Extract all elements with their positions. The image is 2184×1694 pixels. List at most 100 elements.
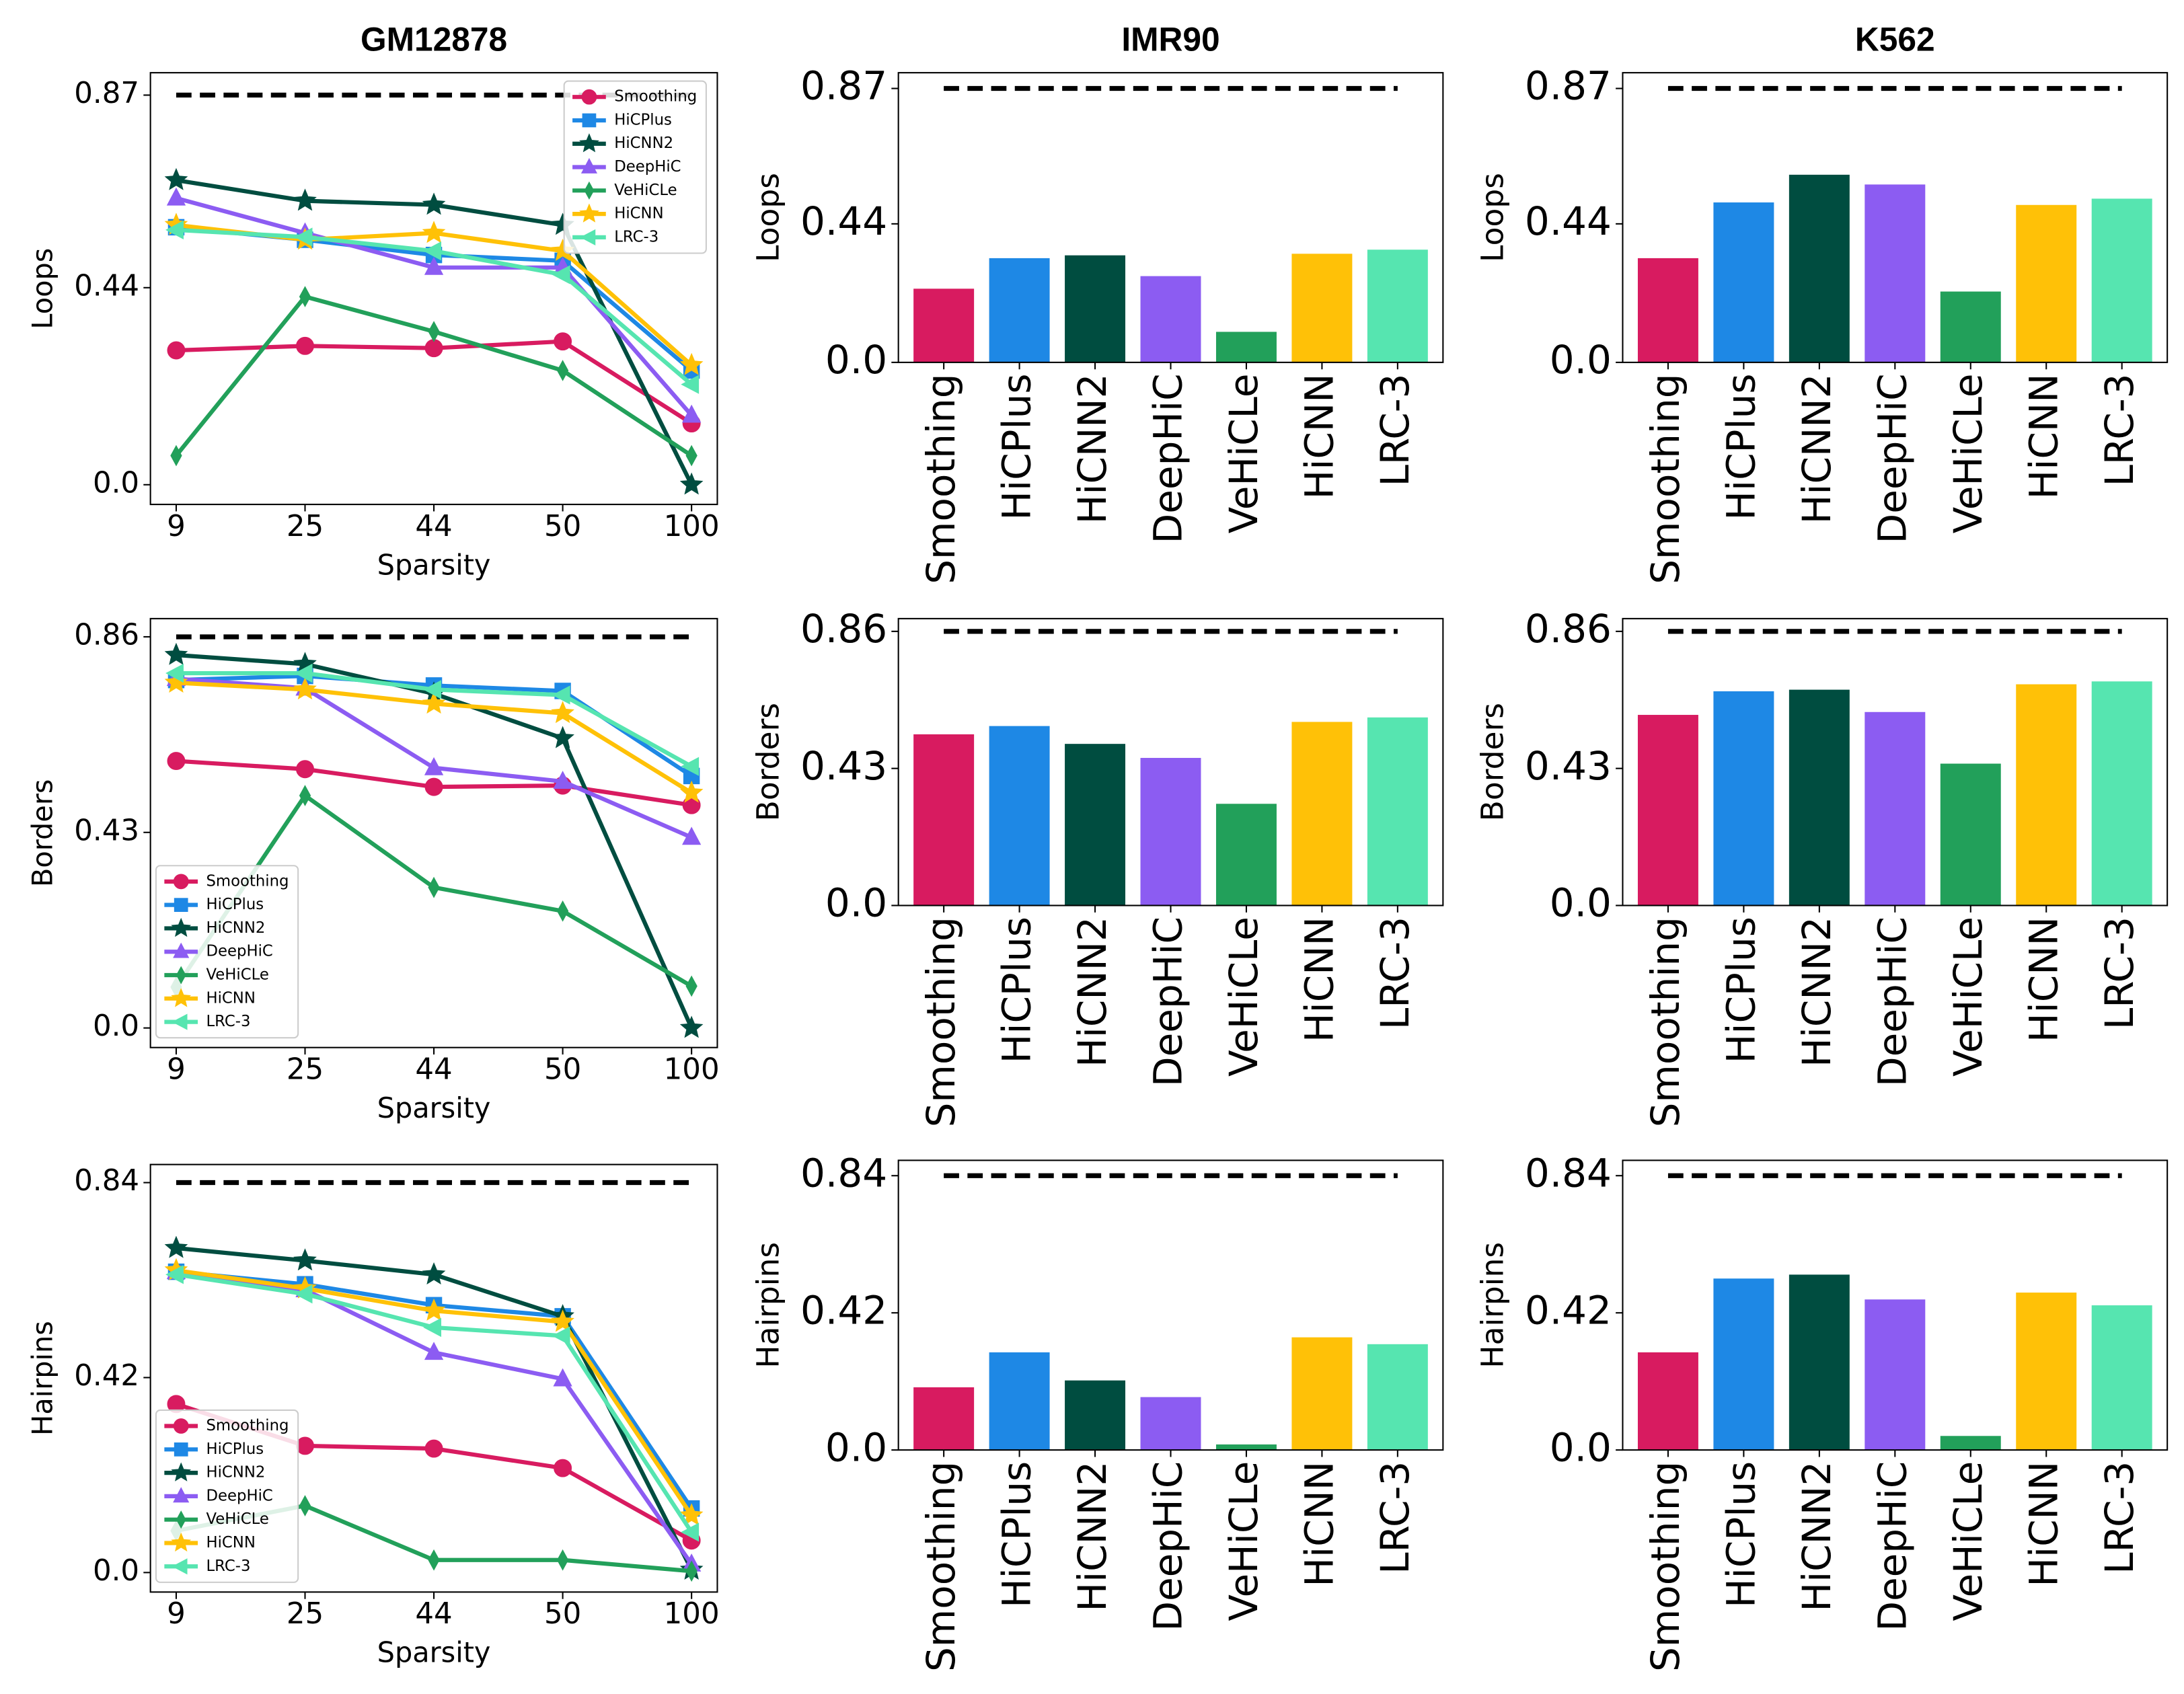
bar bbox=[1367, 717, 1428, 906]
marker bbox=[173, 1418, 189, 1434]
chart-panel: 0.0 0.43 0.86 Borders Smoothing HiCPlus HiCNN2… bbox=[751, 606, 1444, 1127]
legend-label: VeHiCLe bbox=[614, 182, 677, 199]
x-tick-label: HiCNN bbox=[2021, 1461, 2066, 1587]
marker bbox=[293, 188, 317, 211]
marker bbox=[424, 757, 444, 775]
axes-frame bbox=[149, 1163, 718, 1593]
bar bbox=[1713, 202, 1774, 362]
marker bbox=[582, 113, 597, 128]
marker bbox=[682, 404, 702, 423]
marker bbox=[422, 192, 446, 215]
x-tick-label: HiCPlus bbox=[994, 917, 1040, 1063]
y-axis-label: Borders bbox=[26, 779, 59, 887]
x-tick-label: Smoothing bbox=[918, 1461, 964, 1672]
bar bbox=[989, 1352, 1050, 1451]
bar bbox=[1637, 1352, 1698, 1451]
y-tick-label: 0.0 bbox=[93, 1009, 139, 1043]
marker bbox=[164, 642, 188, 665]
x-tick-label: LRC-3 bbox=[2097, 373, 2142, 486]
marker bbox=[424, 1342, 444, 1360]
x-tick-label: 44 bbox=[415, 1597, 452, 1631]
bar bbox=[1291, 254, 1353, 362]
x-tick-label: 100 bbox=[664, 1052, 720, 1086]
legend: Smoothing HiCPlus HiCNN2 DeepHiC VeHiCLe HiCN… bbox=[155, 865, 299, 1039]
bar bbox=[1065, 255, 1126, 362]
marker bbox=[294, 663, 313, 683]
x-tick-label: 9 bbox=[167, 510, 186, 543]
bar bbox=[2091, 198, 2152, 362]
y-tick-label: 0.0 bbox=[93, 1554, 139, 1588]
marker bbox=[173, 1487, 190, 1503]
marker bbox=[553, 771, 572, 790]
marker bbox=[685, 975, 698, 997]
x-axis-label: Sparsity bbox=[377, 1092, 491, 1124]
chart-panel: K562 0.0 0.44 0.87 Loops Smoothing HiCPlus HiCN… bbox=[1474, 21, 2169, 584]
legend-label: HiCPlus bbox=[206, 1440, 264, 1458]
marker bbox=[174, 1442, 188, 1457]
legend-frame bbox=[563, 80, 707, 254]
marker bbox=[428, 1549, 440, 1571]
bar bbox=[1865, 184, 1926, 362]
y-axis-label: Hairpins bbox=[751, 1242, 786, 1369]
x-tick-label: Smoothing bbox=[918, 373, 964, 584]
y-tick-label: 0.87 bbox=[1525, 63, 1612, 109]
x-tick-label: LRC-3 bbox=[1372, 1461, 1418, 1574]
marker bbox=[579, 203, 599, 223]
marker bbox=[424, 777, 443, 796]
x-tick-label: 44 bbox=[415, 510, 452, 543]
bar bbox=[1940, 1436, 2001, 1451]
marker bbox=[296, 760, 314, 779]
marker bbox=[584, 181, 595, 200]
marker bbox=[171, 1532, 192, 1552]
marker bbox=[296, 336, 314, 355]
legend-label: Smoothing bbox=[206, 1417, 289, 1434]
y-tick-label: 0.0 bbox=[93, 466, 139, 500]
bar bbox=[1865, 1299, 1926, 1451]
bar bbox=[1788, 1274, 1850, 1451]
marker bbox=[174, 898, 188, 912]
marker bbox=[579, 133, 599, 153]
marker bbox=[424, 256, 444, 275]
y-tick-label: 0.0 bbox=[825, 1424, 887, 1470]
marker bbox=[428, 321, 440, 342]
x-tick-label: DeepHiC bbox=[1869, 1461, 1915, 1631]
bar bbox=[1713, 1278, 1774, 1451]
x-tick-label: HiCNN2 bbox=[1794, 373, 1840, 524]
marker bbox=[685, 1560, 698, 1582]
bar bbox=[1788, 689, 1850, 906]
marker bbox=[166, 187, 186, 206]
axes-frame bbox=[1622, 617, 2169, 907]
y-tick-label: 0.44 bbox=[800, 198, 887, 244]
y-tick-label: 0.86 bbox=[1525, 606, 1612, 652]
x-tick-label: VeHiCLe bbox=[1945, 373, 1991, 533]
marker bbox=[294, 227, 313, 247]
marker bbox=[423, 1317, 442, 1338]
bar bbox=[1940, 291, 2001, 362]
marker bbox=[424, 339, 443, 358]
legend-label: HiCNN2 bbox=[206, 919, 265, 937]
y-tick-label: 0.86 bbox=[74, 618, 139, 652]
bar bbox=[913, 734, 975, 906]
marker bbox=[422, 221, 446, 243]
x-tick-label: 50 bbox=[544, 1597, 581, 1631]
marker bbox=[681, 757, 700, 776]
legend-label: HiCPlus bbox=[614, 111, 672, 128]
y-axis-label: Loops bbox=[751, 173, 786, 262]
y-axis-label: Loops bbox=[26, 248, 59, 330]
x-tick-label: HiCNN bbox=[1297, 1461, 1343, 1587]
x-tick-label: 44 bbox=[415, 1052, 452, 1086]
y-tick-label: 0.44 bbox=[74, 269, 139, 303]
y-tick-label: 0.0 bbox=[825, 337, 887, 383]
y-axis-label: Hairpins bbox=[26, 1321, 59, 1436]
y-tick-label: 0.43 bbox=[800, 743, 887, 789]
x-tick-label: DeepHiC bbox=[1869, 917, 1915, 1087]
x-axis-label: Sparsity bbox=[377, 1637, 491, 1669]
x-tick-label: HiCNN2 bbox=[1794, 1461, 1840, 1612]
x-tick-label: 100 bbox=[664, 1597, 720, 1631]
marker bbox=[679, 1503, 704, 1526]
legend-label: VeHiCLe bbox=[206, 966, 268, 984]
bar bbox=[2091, 681, 2152, 906]
y-axis-label: Loops bbox=[1474, 173, 1510, 262]
bar bbox=[989, 258, 1050, 362]
bar bbox=[1215, 1444, 1277, 1451]
